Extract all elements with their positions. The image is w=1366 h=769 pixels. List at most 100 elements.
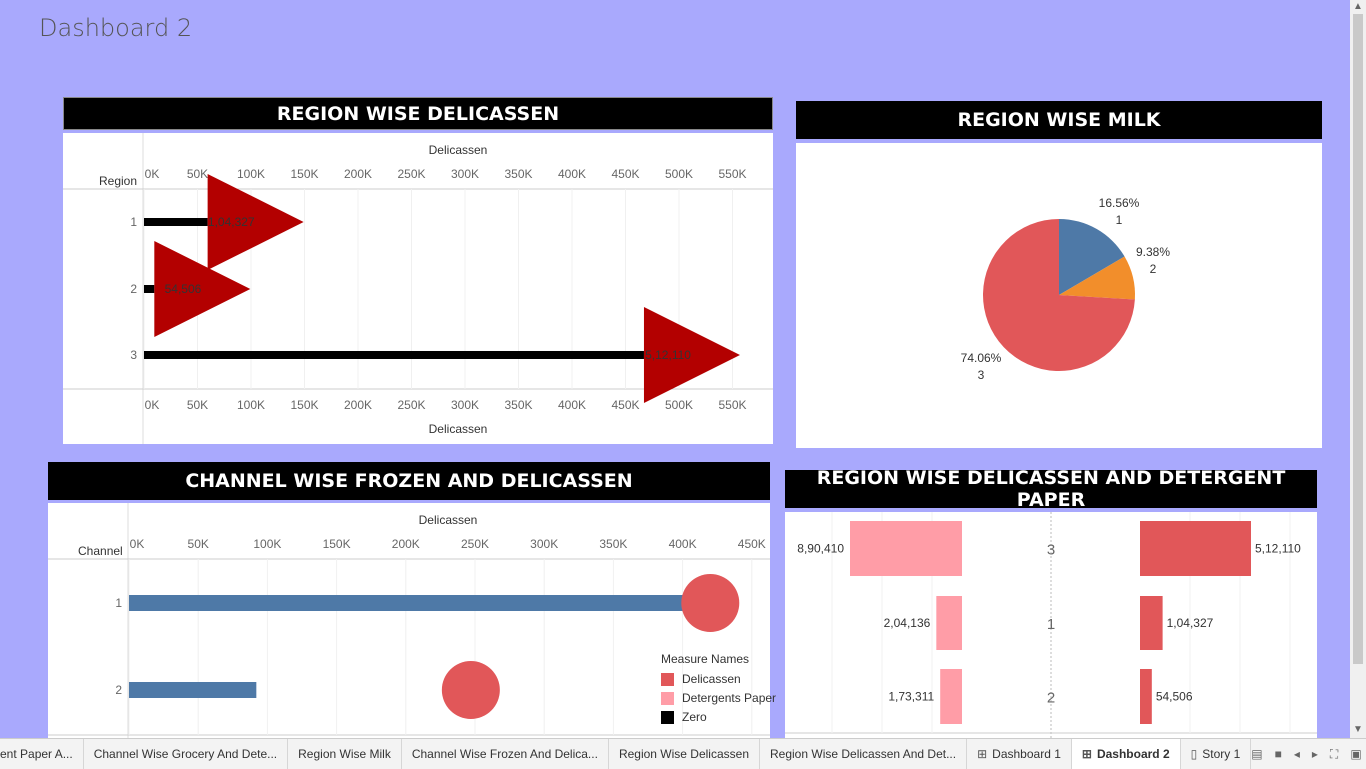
delicassen-panel[interactable]: Delicassen Delicassen Region 0K 0K 50K 50K 100K…: [63, 133, 773, 444]
sheet-tab-label: Dashboard 2: [1096, 747, 1170, 761]
region-bar[interactable]: [144, 285, 155, 293]
tabs-view-icon[interactable]: ■: [1274, 746, 1282, 761]
region-triangle-mark[interactable]: [643, 307, 740, 403]
bottom-tick-label: 250K: [397, 398, 425, 412]
sheet-tab-label: Channel Wise Grocery And Dete...: [93, 747, 278, 761]
sheet-tab[interactable]: Region Wise Milk: [288, 739, 402, 769]
top-tick-label: 0K: [145, 167, 160, 181]
detergent-bar[interactable]: [850, 521, 962, 576]
region-triangle-mark[interactable]: [207, 174, 304, 270]
delicassen-chart[interactable]: Delicassen Delicassen Region 0K 0K 50K 50K 100K…: [63, 133, 773, 444]
dashboard-icon: ⊞: [977, 747, 988, 761]
dashboard-title: Dashboard 2: [39, 14, 193, 42]
channel-frozen-bar[interactable]: [129, 595, 711, 611]
legend-item[interactable]: Zero: [661, 710, 776, 724]
top-tick-label: 350K: [504, 167, 532, 181]
first-sheet-icon[interactable]: ◂: [1293, 746, 1300, 761]
legend-item[interactable]: Detergents Paper: [661, 691, 776, 705]
tick-label: 150K: [323, 537, 351, 551]
sheet-tab[interactable]: Channel Wise Grocery And Dete...: [84, 739, 289, 769]
detergent-bar[interactable]: [936, 596, 962, 650]
legend-label: Zero: [682, 710, 707, 724]
milk-pie-chart[interactable]: 16.56% 1 9.38% 2 74.06% 3: [796, 143, 1322, 448]
sheet-tab[interactable]: ▯ Story 1: [1181, 739, 1252, 769]
dashboard-icon: ⊞: [1081, 747, 1092, 761]
vertical-scrollbar[interactable]: ▲ ▼: [1350, 0, 1366, 738]
sheet-tab-label: Dashboard 1: [992, 747, 1061, 761]
channel-label: 1: [115, 596, 122, 610]
delicassen-value-label: 1,04,327: [1167, 616, 1214, 630]
sheet-tab[interactable]: ⊞ Dashboard 1: [967, 739, 1072, 769]
delicassen-bar[interactable]: [1140, 596, 1163, 650]
detergent-panel[interactable]: 8,90,410 3 5,12,110 2,04,136 1 1,04,327 1,73,3…: [785, 512, 1317, 738]
sheet-tab[interactable]: Region Wise Delicassen: [609, 739, 760, 769]
region-value-label: 1,04,327: [208, 215, 255, 229]
channel-label: 2: [115, 683, 122, 697]
legend-item[interactable]: Delicassen: [661, 672, 776, 686]
region-bar[interactable]: [144, 351, 644, 359]
delicassen-value-label: 54,506: [1156, 690, 1193, 704]
region-label: 1: [1047, 616, 1055, 633]
row-header: Region: [99, 174, 137, 188]
sheet-tab[interactable]: Channel Wise Frozen And Delica...: [402, 739, 609, 769]
frozen-legend: Measure Names Delicassen Detergents Paper…: [661, 652, 776, 729]
frozen-chart[interactable]: Delicassen Channel 0K 50K 100K 150K 200K 250K 30…: [48, 503, 770, 738]
bottom-tick-label: 450K: [611, 398, 639, 412]
sheet-tab-label: Channel Wise Frozen And Delica...: [411, 747, 598, 761]
sheet-tab[interactable]: Region Wise Delicassen And Det...: [760, 739, 968, 769]
sheet-tab-bar: ent Paper A... Channel Wise Grocery And D…: [0, 738, 1366, 769]
filmstrip-icon[interactable]: ▤: [1251, 746, 1263, 761]
sheet-tab-label: Region Wise Delicassen: [618, 747, 749, 761]
delicassen-bar[interactable]: [1140, 669, 1152, 724]
channel-delicassen-circle[interactable]: [441, 661, 500, 719]
legend-swatch: [661, 710, 674, 724]
region-label: 2: [130, 282, 137, 296]
top-tick-label: 100K: [237, 167, 265, 181]
scroll-up-icon[interactable]: ▲: [1353, 1, 1363, 12]
sheet-tab[interactable]: ent Paper A...: [0, 739, 84, 769]
axis-title: Delicassen: [419, 513, 478, 527]
pie-slice[interactable]: [983, 219, 1135, 371]
legend-label: Delicassen: [682, 672, 741, 686]
top-tick-label: 300K: [451, 167, 479, 181]
tick-label: 50K: [188, 537, 209, 551]
region-triangle-mark[interactable]: [154, 241, 251, 337]
bottom-tick-label: 300K: [451, 398, 479, 412]
tick-label: 0K: [130, 537, 145, 551]
detergent-panel-title: REGION WISE DELICASSEN AND DETERGENT PAP…: [785, 467, 1317, 511]
next-sheet-icon[interactable]: ▸: [1311, 746, 1318, 761]
scroll-thumb[interactable]: [1353, 14, 1363, 664]
pie-slice[interactable]: [1059, 219, 1125, 295]
presentation-icon[interactable]: ▣: [1350, 746, 1362, 761]
detergent-bar[interactable]: [940, 669, 962, 724]
region-label: 3: [1047, 542, 1055, 559]
bottom-tick-label: 500K: [665, 398, 693, 412]
sheet-tab-label: Story 1: [1202, 747, 1241, 761]
delicassen-bar[interactable]: [1140, 521, 1251, 576]
top-tick-label: 500K: [665, 167, 693, 181]
frozen-panel[interactable]: Delicassen Channel 0K 50K 100K 150K 200K 250K 30…: [48, 503, 770, 738]
pie-percent-label: 16.56%: [1099, 196, 1140, 210]
top-tick-label: 250K: [397, 167, 425, 181]
top-tick-label: 550K: [718, 167, 746, 181]
channel-delicassen-circle[interactable]: [681, 574, 740, 632]
sheet-tab[interactable]: ⊞ Dashboard 2: [1071, 739, 1181, 769]
detergent-chart[interactable]: 8,90,410 3 5,12,110 2,04,136 1 1,04,327 1,73,3…: [785, 512, 1317, 738]
pie-region-label: 3: [978, 368, 985, 382]
fullscreen-icon[interactable]: ⛶: [1329, 746, 1339, 761]
region-value-label: 54,506: [165, 282, 202, 296]
bottom-tick-label: 400K: [558, 398, 586, 412]
bottom-tick-label: 200K: [344, 398, 372, 412]
legend-title: Measure Names: [661, 652, 750, 666]
legend-swatch: [661, 672, 674, 686]
tick-label: 100K: [253, 537, 281, 551]
detergent-value-label: 2,04,136: [884, 616, 931, 630]
detergent-value-label: 1,73,311: [888, 690, 934, 704]
channel-frozen-bar[interactable]: [129, 682, 257, 698]
legend-swatch: [661, 691, 674, 705]
region-bar[interactable]: [144, 218, 208, 226]
scroll-down-icon[interactable]: ▼: [1353, 724, 1363, 735]
milk-panel[interactable]: 16.56% 1 9.38% 2 74.06% 3: [796, 143, 1322, 448]
pie-slice[interactable]: [1059, 256, 1135, 300]
delicassen-value-label: 5,12,110: [1255, 542, 1301, 556]
